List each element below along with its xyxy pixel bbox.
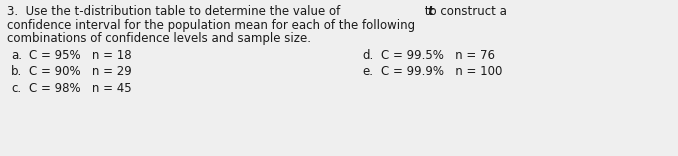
Text: a.: a.	[11, 49, 22, 62]
Text: C = 90%   n = 29: C = 90% n = 29	[29, 65, 132, 78]
Text: t: t	[427, 5, 433, 18]
Text: C = 99.9%   n = 100: C = 99.9% n = 100	[381, 65, 502, 78]
Text: C = 95%   n = 18: C = 95% n = 18	[29, 49, 132, 62]
Text: confidence interval for the population mean for each of the following: confidence interval for the population m…	[7, 19, 415, 32]
Text: b.: b.	[11, 65, 22, 78]
Text: e.: e.	[363, 65, 374, 78]
Text: to construct a: to construct a	[422, 5, 507, 18]
Text: combinations of confidence levels and sample size.: combinations of confidence levels and sa…	[7, 32, 311, 45]
Text: C = 99.5%   n = 76: C = 99.5% n = 76	[381, 49, 495, 62]
Text: C = 98%   n = 45: C = 98% n = 45	[29, 82, 132, 95]
Text: d.: d.	[363, 49, 374, 62]
Text: c.: c.	[11, 82, 21, 95]
Text: 3.  Use the t-distribution table to determine the value of: 3. Use the t-distribution table to deter…	[7, 5, 344, 18]
